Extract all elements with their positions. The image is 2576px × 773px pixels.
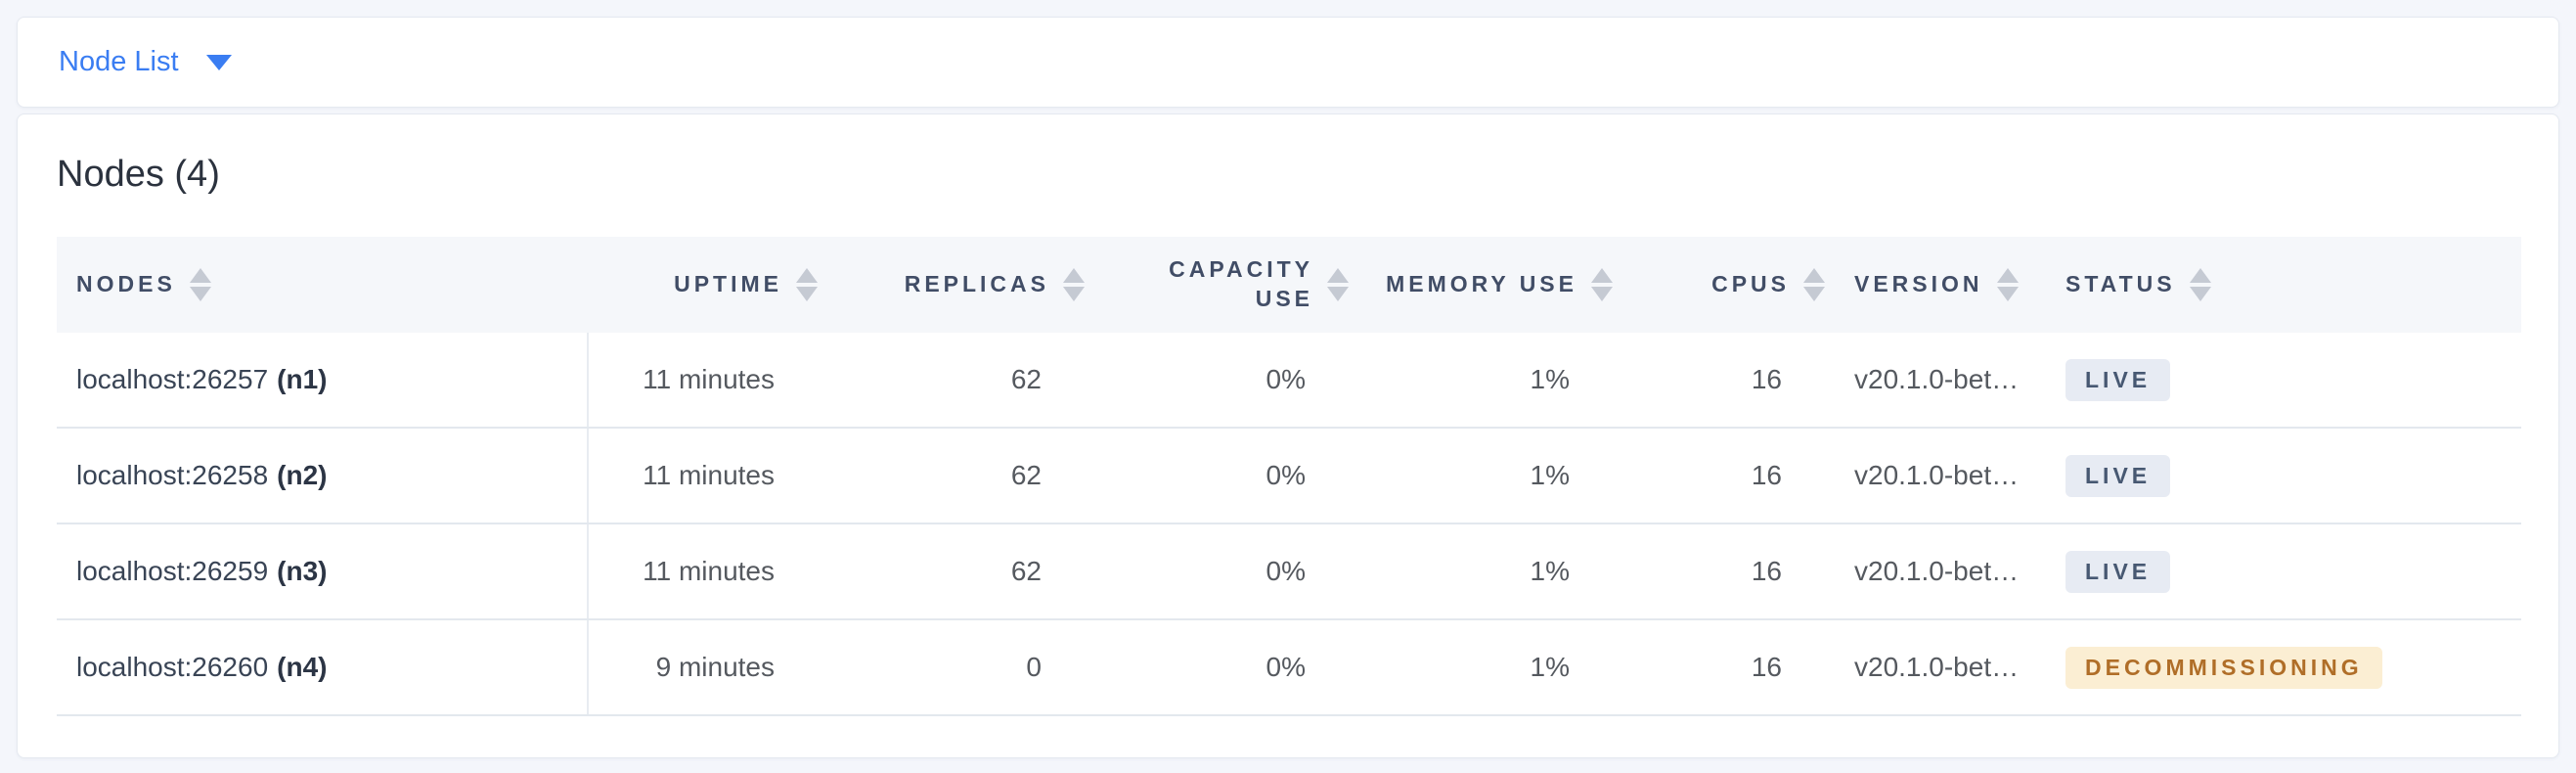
sort-icon[interactable] [1803, 268, 1825, 302]
node-address: localhost:26257 [76, 364, 269, 395]
sort-icon[interactable] [796, 268, 818, 302]
replicas-cell: 62 [1010, 460, 1042, 491]
version-cell: v20.1.0-bet… [1854, 460, 2020, 491]
column-header-capacity-use[interactable]: CAPACITY USE [1085, 237, 1349, 333]
table-row[interactable]: localhost:26260 (n4) 9 minutes 0 0% 1% 1… [57, 620, 2521, 717]
sort-icon[interactable] [2189, 268, 2211, 302]
replicas-cell: 0 [1026, 652, 1042, 683]
sort-icon[interactable] [189, 268, 211, 302]
status-badge: DECOMMISSIONING [2065, 646, 2382, 689]
status-cell: LIVE [2062, 429, 2521, 523]
sort-icon[interactable] [1591, 268, 1613, 302]
column-header-version[interactable]: VERSION [1825, 237, 2062, 333]
table-header-row: NODES UPTIME REPLICAS CAPACITY USE MEMOR… [57, 237, 2521, 334]
cpus-cell: 16 [1751, 556, 1782, 587]
version-cell: v20.1.0-bet… [1854, 556, 2020, 587]
node-id: (n4) [277, 652, 328, 683]
column-header-uptime[interactable]: UPTIME [587, 237, 818, 333]
view-selector-card: Node List [17, 17, 2559, 108]
table-row[interactable]: localhost:26258 (n2) 11 minutes 62 0% 1%… [57, 429, 2521, 525]
table-row[interactable]: localhost:26259 (n3) 11 minutes 62 0% 1%… [57, 524, 2521, 621]
view-selector-dropdown[interactable]: Node List [59, 46, 232, 78]
sort-icon[interactable] [1327, 268, 1349, 302]
uptime-cell: 11 minutes [587, 524, 818, 619]
node-address-cell: localhost:26260 (n4) [57, 620, 587, 714]
status-cell: DECOMMISSIONING [2062, 620, 2521, 714]
cpus-cell: 16 [1751, 364, 1782, 395]
column-header-cpus[interactable]: CPUS [1613, 237, 1825, 333]
uptime-cell: 11 minutes [587, 333, 818, 428]
status-badge: LIVE [2065, 358, 2171, 401]
node-address-cell: localhost:26257 (n1) [57, 333, 587, 427]
node-address: localhost:26260 [76, 652, 269, 683]
status-cell: LIVE [2062, 333, 2521, 427]
capacity-use-cell: 0% [1266, 652, 1306, 683]
column-header-status[interactable]: STATUS [2062, 237, 2521, 333]
sort-icon[interactable] [1063, 268, 1085, 302]
nodes-panel: Nodes (4) NODES UPTIME REPLICAS CAPACITY… [17, 114, 2559, 758]
capacity-use-cell: 0% [1266, 460, 1306, 491]
status-cell: LIVE [2062, 524, 2521, 618]
node-address: localhost:26258 [76, 460, 269, 491]
replicas-cell: 62 [1010, 556, 1042, 587]
node-table: NODES UPTIME REPLICAS CAPACITY USE MEMOR… [57, 237, 2521, 717]
caret-down-icon [205, 54, 232, 70]
node-id: (n2) [277, 460, 328, 491]
table-row[interactable]: localhost:26257 (n1) 11 minutes 62 0% 1%… [57, 333, 2521, 430]
page-title: Nodes (4) [57, 154, 220, 195]
memory-use-cell: 1% [1530, 652, 1570, 683]
capacity-use-cell: 0% [1266, 364, 1306, 395]
version-cell: v20.1.0-bet… [1854, 652, 2020, 683]
memory-use-cell: 1% [1530, 460, 1570, 491]
node-address-cell: localhost:26258 (n2) [57, 429, 587, 523]
node-address: localhost:26259 [76, 556, 269, 587]
cpus-cell: 16 [1751, 460, 1782, 491]
sort-icon[interactable] [1996, 268, 2019, 302]
uptime-cell: 11 minutes [587, 429, 818, 523]
node-id: (n3) [277, 556, 328, 587]
capacity-use-cell: 0% [1266, 556, 1306, 587]
memory-use-cell: 1% [1530, 556, 1570, 587]
view-selector-label: Node List [59, 46, 179, 77]
status-badge: LIVE [2065, 550, 2171, 593]
version-cell: v20.1.0-bet… [1854, 364, 2020, 395]
uptime-cell: 9 minutes [587, 620, 818, 715]
cpus-cell: 16 [1751, 652, 1782, 683]
node-address-cell: localhost:26259 (n3) [57, 524, 587, 618]
memory-use-cell: 1% [1530, 364, 1570, 395]
column-header-replicas[interactable]: REPLICAS [818, 237, 1085, 333]
replicas-cell: 62 [1010, 364, 1042, 395]
node-id: (n1) [277, 364, 328, 395]
column-header-memory-use[interactable]: MEMORY USE [1349, 237, 1613, 333]
status-badge: LIVE [2065, 454, 2171, 497]
column-header-nodes[interactable]: NODES [57, 237, 587, 333]
